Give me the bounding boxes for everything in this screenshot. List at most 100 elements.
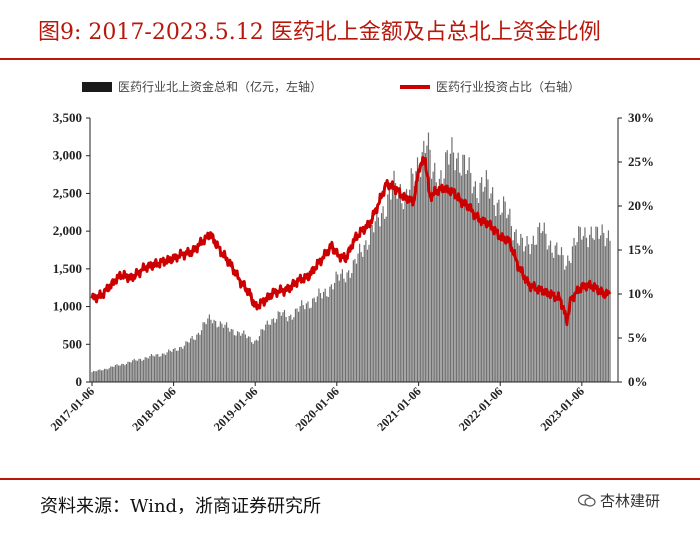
bar [294,308,297,382]
bar [308,308,311,382]
bar [513,232,516,382]
bar [313,297,315,382]
bar [135,360,137,382]
bar [321,298,323,382]
bar [297,311,300,382]
bar [526,236,528,382]
bar [360,252,362,382]
bar [603,232,605,382]
bar [96,371,98,382]
bar [277,311,279,382]
bar [477,202,480,382]
bar [246,338,248,382]
bar [166,352,168,382]
bar [553,257,555,382]
bar [476,197,478,382]
source-note: 资料来源：Wind，浙商证券研究所 [40,496,322,517]
bar [302,305,304,382]
figure-header: 图9: 2017-2023.5.12 医药北上金额及占总北上资金比例 [0,0,700,58]
bar [121,363,123,382]
bar [581,239,583,382]
bar [168,349,170,382]
left-axis-ticks: 0 500 1,000 1,500 2,000 2,500 3,000 3,500 [53,110,90,389]
bar [249,336,251,382]
bar [459,172,461,382]
bar [335,271,337,382]
bar [301,300,303,382]
right-tick-label: 25% [628,154,654,169]
bar [434,162,436,382]
bar [457,152,459,382]
legend: 医药行业北上资金总和（亿元，左轴） 医药行业投资占比（右轴） [82,79,580,94]
bar [213,319,215,382]
bar [548,245,550,382]
bar [521,237,523,382]
bar [401,203,403,382]
bar [409,189,411,382]
bar [546,249,548,382]
bar [443,178,445,382]
bar [376,207,378,382]
bar [398,189,400,382]
left-tick-label: 1,000 [53,299,82,314]
bar [410,168,412,382]
bar [251,342,253,382]
left-tick-label: 0 [76,374,83,389]
bar [454,170,456,382]
left-tick-label: 2,000 [53,223,82,238]
bar [91,372,93,382]
left-tick-label: 2,500 [53,185,82,200]
bar [369,226,372,382]
bar [560,247,563,382]
bar [535,244,538,382]
bar [479,182,481,382]
bar [585,237,588,382]
bar [606,238,608,382]
bar [154,356,156,382]
bar [407,200,409,382]
bar [196,334,198,382]
bar [307,301,309,382]
bar [312,298,314,382]
bar [551,252,553,382]
bar [387,194,389,382]
bar [438,178,441,382]
bar [230,328,232,382]
bar [179,347,181,382]
bar [180,346,182,382]
bar [233,335,236,382]
bar [329,286,331,382]
figure-title: 图9: 2017-2023.5.12 医药北上金额及占总北上资金比例 [38,20,601,45]
bar [319,293,322,382]
bar [354,259,356,382]
bar [337,274,339,382]
bar [122,363,124,382]
bar [609,240,611,382]
bar [330,284,333,382]
bar [432,171,434,382]
x-tick-label: 2021-01-06 [374,384,423,433]
bar [149,356,151,382]
bar [172,349,174,382]
bar [161,353,164,382]
bar [474,181,477,382]
bar [326,296,328,382]
bar [435,182,437,382]
bar [304,309,306,382]
bar [92,370,95,382]
bar [564,269,566,382]
bar [440,170,442,382]
bar [346,272,348,382]
x-tick-label: 2022-01-06 [456,384,505,433]
bar [285,316,287,382]
bar [340,273,342,382]
bar [205,324,207,382]
bar [268,324,270,382]
bar [415,171,417,382]
bar [466,170,469,382]
bar [152,355,154,382]
bar [391,187,394,382]
bar [261,329,264,382]
bar [373,232,375,382]
bar [507,214,509,382]
